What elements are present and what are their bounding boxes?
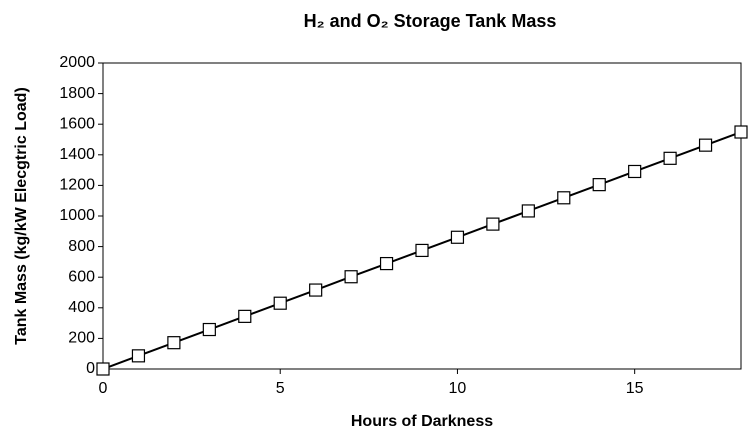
marker <box>592 178 606 192</box>
x-axis-label: Hours of Darkness <box>351 413 493 430</box>
marker <box>557 191 571 205</box>
marker <box>698 138 713 152</box>
x-tick-label: 5 <box>276 380 285 397</box>
marker <box>450 230 465 244</box>
y-tick-label: 0 <box>86 360 95 377</box>
marker <box>273 296 287 310</box>
plot-area <box>102 62 742 370</box>
marker <box>663 151 677 165</box>
marker <box>167 336 181 350</box>
y-tick-label: 1000 <box>59 207 95 224</box>
x-tick-label: 10 <box>449 380 467 397</box>
y-tick-label: 1800 <box>59 85 95 102</box>
x-tick-label: 0 <box>99 380 108 397</box>
marker <box>486 217 500 231</box>
y-tick-label: 1600 <box>59 115 95 132</box>
y-tick-label: 600 <box>68 268 95 285</box>
marker <box>202 322 216 337</box>
y-tick-label: 200 <box>68 330 95 347</box>
y-tick-label: 400 <box>68 299 95 316</box>
marker <box>379 256 394 271</box>
marker <box>734 125 748 139</box>
y-tick-label: 800 <box>68 238 95 255</box>
marker <box>96 362 110 376</box>
y-tick-label: 1400 <box>59 146 95 163</box>
x-tick-label: 15 <box>626 380 644 397</box>
y-tick-label: 1200 <box>59 177 95 194</box>
marker <box>628 164 642 179</box>
chart-title: H₂ and O₂ Storage Tank Mass <box>304 11 557 31</box>
y-axis-label: Tank Mass (kg/kW Elecgtric Load) <box>13 87 30 345</box>
marker <box>344 270 358 284</box>
y-tick-label: 2000 <box>59 54 95 71</box>
marker <box>415 243 429 258</box>
marker <box>238 309 252 323</box>
marker <box>309 283 323 297</box>
marker <box>521 204 535 218</box>
marker <box>131 349 146 363</box>
